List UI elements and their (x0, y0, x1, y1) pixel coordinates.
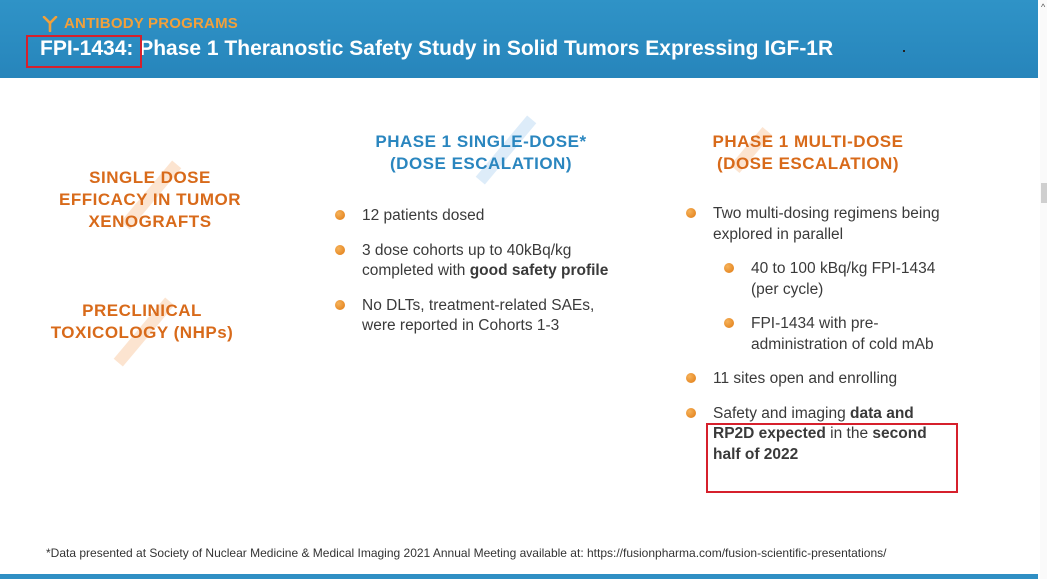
heading-line: (DOSE ESCALATION) (717, 154, 899, 173)
bullet-dot-icon (686, 208, 696, 218)
title-rest: Phase 1 Theranostic Safety Study in Soli… (133, 37, 834, 60)
bullet-text: 11 sites open and enrolling (713, 370, 898, 387)
bullet-bold-text: second half of 2022 (713, 425, 927, 463)
list-item: 11 sites open and enrolling (686, 369, 956, 390)
list-item: 12 patients dosed (335, 206, 625, 227)
heading-line: PHASE 1 MULTI-DOSE (712, 132, 904, 151)
bullet-text: FPI-1434 with pre-administration of cold… (751, 315, 934, 353)
bottom-bar (0, 574, 1038, 579)
heading-line: PHASE 1 SINGLE-DOSE* (375, 132, 587, 151)
title-highlight-box (26, 35, 142, 68)
slide-header: ANTIBODY PROGRAMS FPI-1434: Phase 1 Ther… (0, 0, 1038, 78)
scrollbar-track[interactable] (1040, 0, 1047, 579)
multi-dose-bullets: Two multi-dosing regimens being explored… (686, 204, 956, 479)
list-item-sub: FPI-1434 with pre-administration of cold… (724, 314, 956, 355)
bullet-text: in the (825, 425, 873, 442)
bullet-bold-text: good safety profile (469, 262, 609, 279)
list-item: Safety and imaging data and RP2D expecte… (686, 404, 956, 466)
rp2d-highlight-box (706, 423, 958, 493)
bullet-bold-text: data and RP2D expected (713, 404, 914, 443)
single-dose-bullets: 12 patients dosed 3 dose cohorts up to 4… (335, 206, 625, 351)
bullet-text: No DLTs, treatment-related SAEs, were re… (362, 296, 595, 335)
bullet-dot-icon (724, 318, 734, 328)
bullet-text: Two multi-dosing regimens being explored… (713, 205, 940, 243)
single-dose-heading: PHASE 1 SINGLE-DOSE* (DOSE ESCALATION) (340, 131, 622, 175)
label-toxicology: PRECLINICAL TOXICOLOGY (NHPs) (32, 300, 252, 344)
footnote: *Data presented at Society of Nuclear Me… (46, 546, 887, 560)
bullet-text: 40 to 100 kBq/kg FPI-1434 (per cycle) (751, 260, 936, 298)
label-line: SINGLE DOSE (89, 168, 211, 187)
list-item-sub: 40 to 100 kBq/kg FPI-1434 (per cycle) (724, 259, 956, 300)
label-line: XENOGRAFTS (88, 212, 212, 231)
label-line: EFFICACY IN TUMOR (59, 190, 241, 209)
bullet-dot-icon (686, 407, 696, 418)
label-line: PRECLINICAL (82, 301, 202, 320)
label-efficacy: SINGLE DOSE EFFICACY IN TUMOR XENOGRAFTS (40, 167, 260, 233)
list-item: 3 dose cohorts up to 40kBq/kg completed … (335, 241, 625, 282)
label-line: TOXICOLOGY (NHPs) (50, 323, 234, 342)
slide-title: FPI-1434: Phase 1 Theranostic Safety Stu… (40, 37, 833, 61)
antibody-icon (42, 15, 58, 32)
scrollbar-thumb[interactable] (1041, 183, 1047, 203)
bullet-dot-icon (335, 210, 345, 220)
list-item: No DLTs, treatment-related SAEs, were re… (335, 296, 625, 337)
section-label: ANTIBODY PROGRAMS (42, 15, 238, 32)
bullet-text: 12 patients dosed (362, 207, 485, 224)
heading-line: (DOSE ESCALATION) (390, 154, 572, 173)
caret-up-icon: ^ (1041, 2, 1046, 12)
bullet-dot-icon (686, 373, 696, 383)
multi-dose-heading: PHASE 1 MULTI-DOSE (DOSE ESCALATION) (668, 131, 948, 175)
bullet-dot-icon (335, 299, 345, 310)
list-item: Two multi-dosing regimens being explored… (686, 204, 956, 245)
title-prefix: FPI-1434: (40, 37, 134, 60)
section-label-text: ANTIBODY PROGRAMS (64, 15, 238, 32)
bullet-text: 3 dose cohorts up to 40kBq/kg completed … (362, 241, 572, 280)
bullet-dot-icon (335, 244, 345, 255)
bullet-dot-icon (724, 263, 734, 273)
header-dot (903, 50, 905, 52)
bullet-text: Safety and imaging (713, 404, 851, 422)
